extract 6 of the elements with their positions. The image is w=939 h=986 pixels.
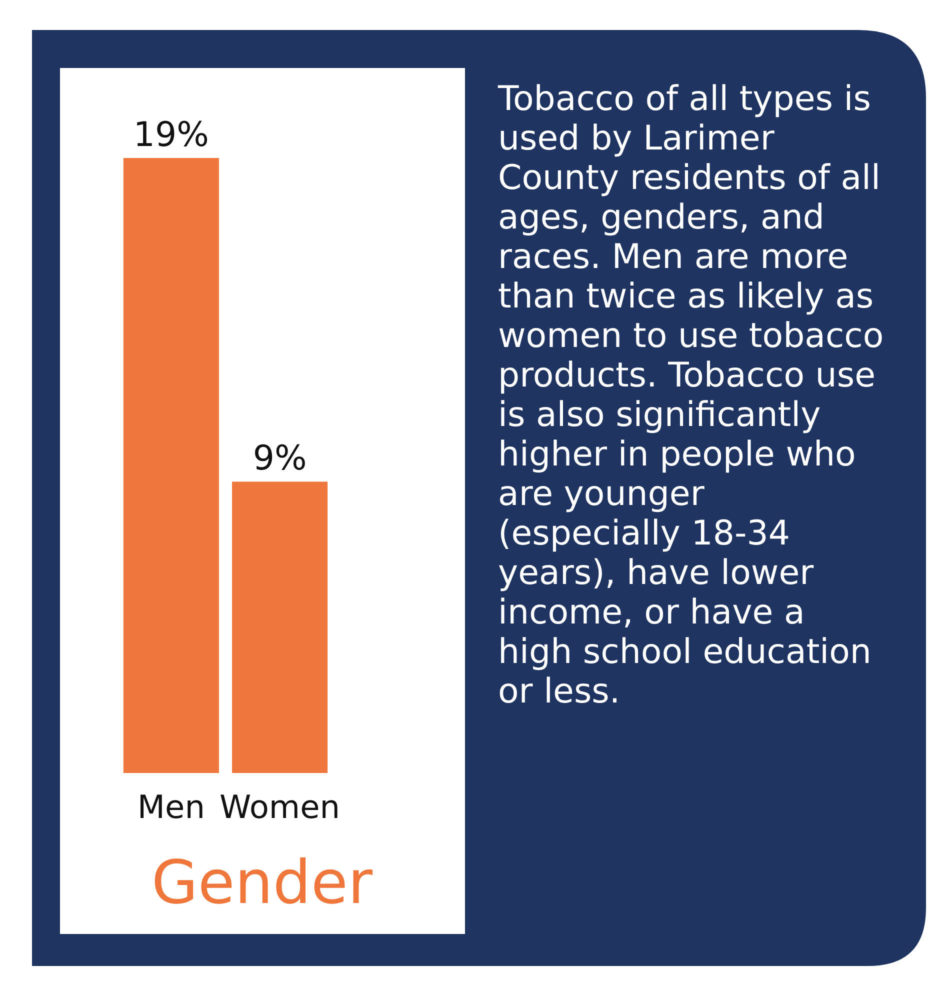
x-tick-label: Men (137, 788, 205, 826)
x-tick-label: Women (220, 788, 340, 826)
text: Tobacco of all types is used by Larimer County residents of all ages, genders, and races. Men are more than twice as likely as women to use tobacco products. Tobacco use is also significantly higher in people who are younger (especially 18-34 years), have lower income, or have a high school education or less. (498, 79, 884, 712)
x-axis-title: Gender (151, 848, 373, 918)
data-label: 19% (133, 115, 209, 155)
data-label: 9% (252, 438, 307, 479)
